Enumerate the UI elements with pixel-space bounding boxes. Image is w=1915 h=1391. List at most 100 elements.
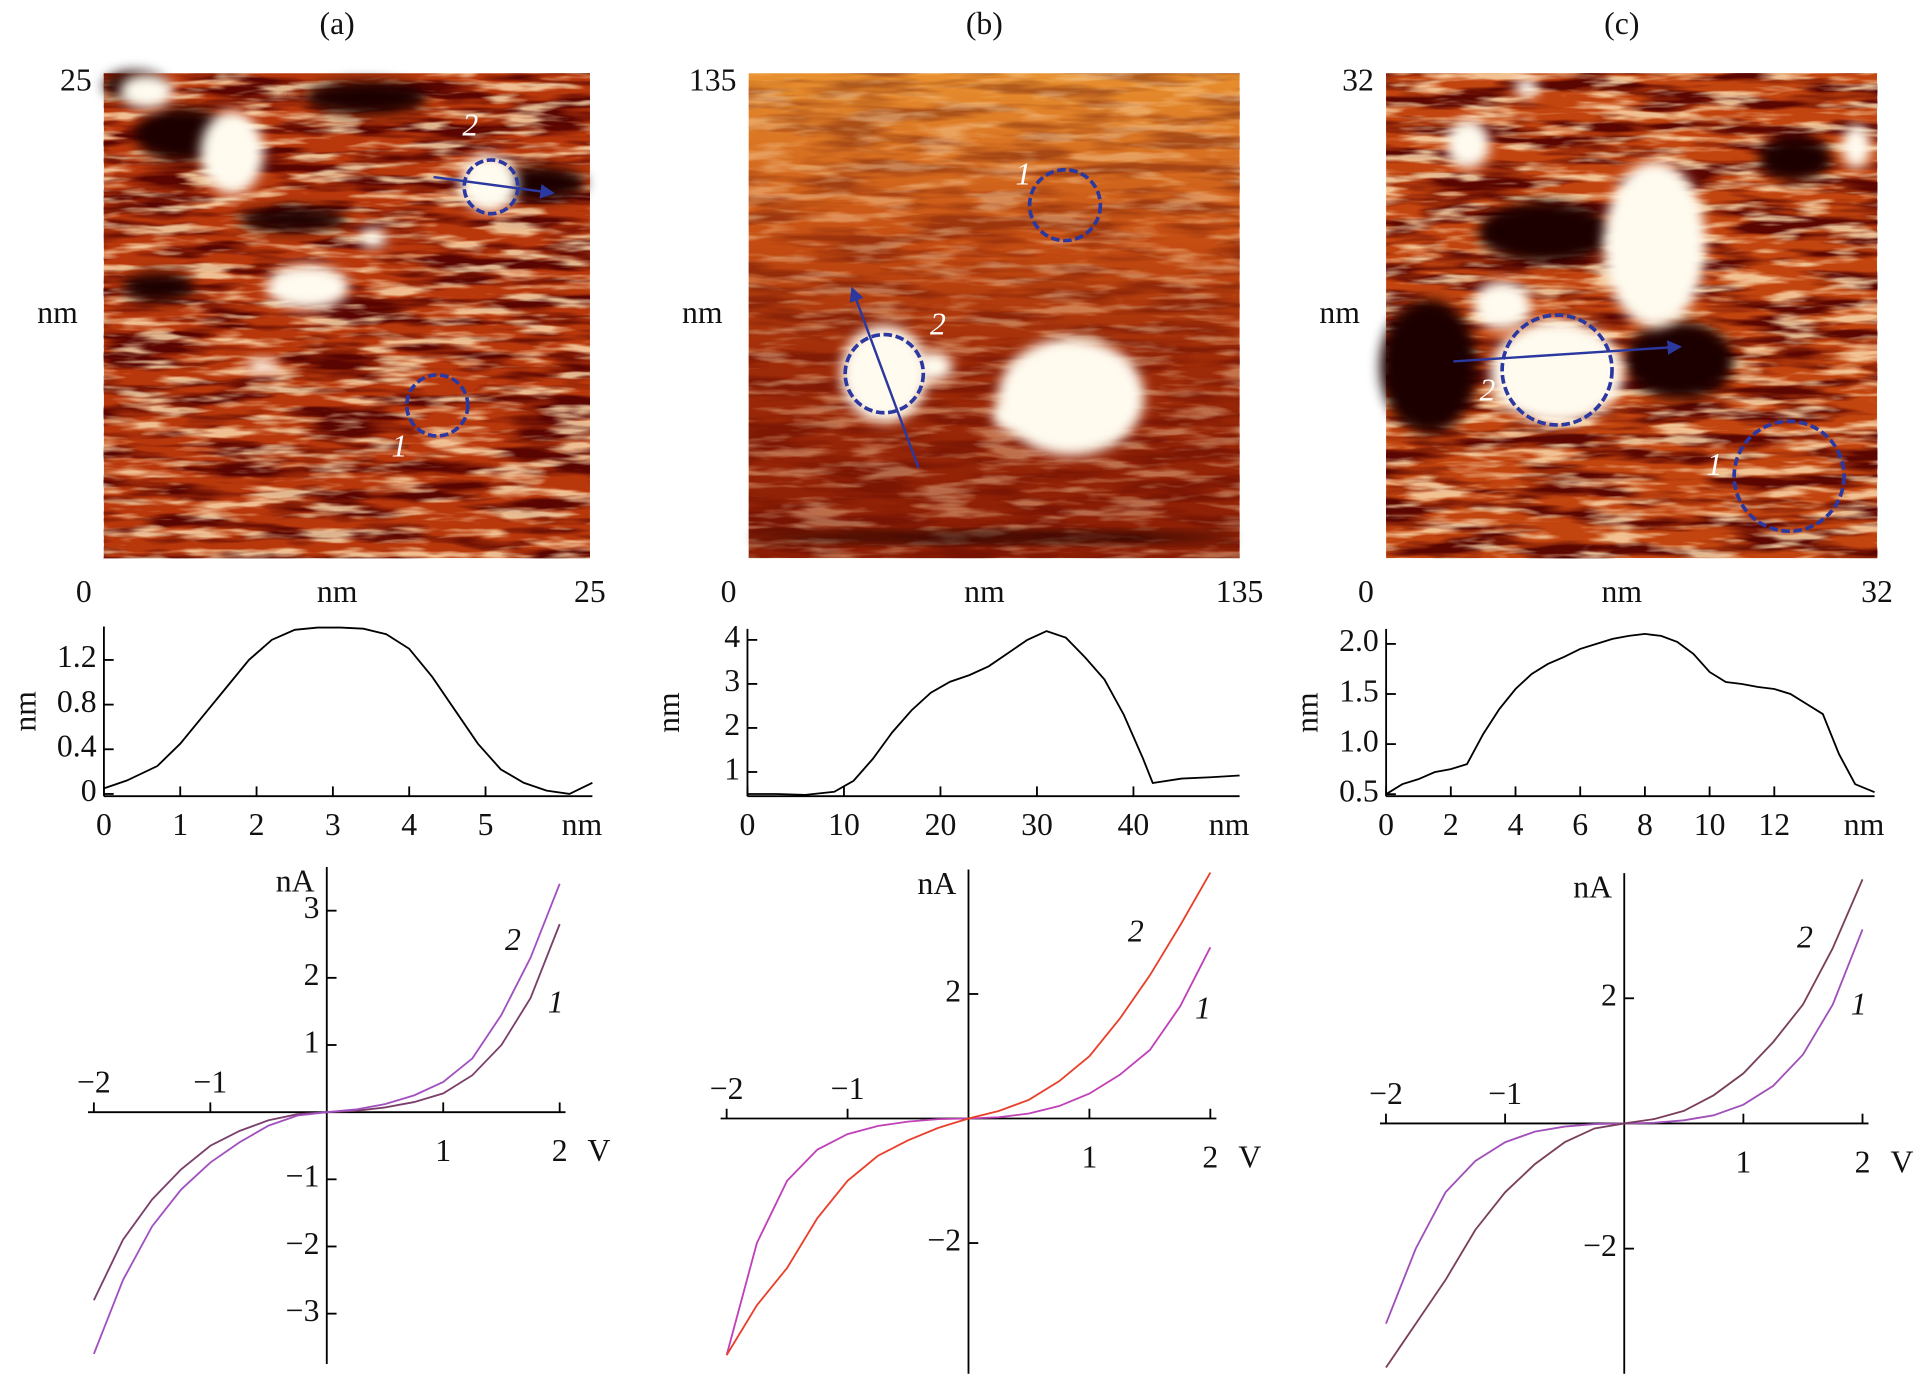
y-tick-label: 32 <box>1342 62 1374 97</box>
x-tick-label: 0 <box>76 574 92 609</box>
profile-arrow <box>1453 340 1683 363</box>
measure-circle <box>1027 167 1103 243</box>
x-tick-label: 4 <box>401 807 417 842</box>
texture <box>748 73 1240 559</box>
particle <box>1445 119 1490 169</box>
measure-circle <box>462 158 520 216</box>
curve-label: 1 <box>1851 987 1867 1022</box>
x-axis-label: nm <box>317 574 358 609</box>
profile-line <box>103 626 593 795</box>
curve-label: 2 <box>1128 913 1144 948</box>
panel: −2 −1 1 2 2 −2 VnA 1 2 <box>1369 869 1913 1374</box>
x-tick-label: 10 <box>1694 807 1726 842</box>
x-tick-label: 5 <box>478 807 494 842</box>
particle <box>119 74 174 109</box>
y-tick-label: 0.5 <box>1339 773 1379 808</box>
y-tick-label: 1.0 <box>1339 723 1379 758</box>
y-tick-label: 25 <box>60 62 92 97</box>
panel: 1 2 (b) nm nm 0 135 135 <box>682 6 1263 609</box>
particle <box>1841 124 1871 169</box>
y-tick-label: 2 <box>1601 978 1617 1013</box>
x-axis-label: V <box>1890 1144 1913 1179</box>
panel: 2 1 (a) nm nm 0 25 25 <box>37 6 606 609</box>
x-axis-label: V <box>1238 1139 1261 1174</box>
y-tick-label: 1 <box>724 751 740 786</box>
x-tick-label: 10 <box>828 807 860 842</box>
x-tick-label: 0 <box>740 807 756 842</box>
profile-arrow <box>433 175 555 199</box>
particle <box>997 338 1145 456</box>
iv-curve <box>1385 879 1864 1369</box>
y-tick-label: 3 <box>304 890 320 925</box>
y-tick-label: 0.4 <box>57 729 97 764</box>
profile-arrow <box>849 286 920 469</box>
panel: 0 2 4 6 8 10 12 0.5 1.0 1.5 2.0 nm nm <box>1290 623 1885 842</box>
x-tick-label: 1 <box>1735 1144 1751 1179</box>
panel-title: (c) <box>1604 6 1639 41</box>
iv-curve <box>725 872 1212 1356</box>
annotation: 2 <box>462 108 478 143</box>
panel: 0 10 20 30 40 1 2 3 4 nm nm <box>651 619 1250 842</box>
x-axis-label: nm <box>1209 807 1250 842</box>
y-axis-label: nm <box>1319 295 1360 330</box>
annotation: 1 <box>1707 447 1723 482</box>
dark-region <box>748 532 1238 543</box>
dark-region <box>1477 201 1613 263</box>
x-tick-label: −2 <box>710 1071 744 1106</box>
y-tick-label: −1 <box>286 1159 320 1194</box>
x-tick-label: 4 <box>1508 807 1524 842</box>
iv-curve <box>93 883 561 1355</box>
x-tick-label: −1 <box>831 1071 865 1106</box>
x-tick-label: 25 <box>574 574 606 609</box>
y-tick-label: 1.5 <box>1339 673 1379 708</box>
y-axis-label: nm <box>1290 692 1325 733</box>
curve-label: 1 <box>1195 990 1211 1025</box>
y-tick-label: 2 <box>724 707 740 742</box>
x-tick-label: 0 <box>721 574 737 609</box>
x-axis-label: nm <box>1602 574 1643 609</box>
y-axis-label: nm <box>37 295 78 330</box>
y-tick-label: 1.2 <box>57 639 97 674</box>
y-tick-label: −2 <box>927 1222 961 1257</box>
profile-line <box>747 630 1240 796</box>
panel-title: (a) <box>320 6 355 41</box>
x-axis-label: nm <box>1844 807 1885 842</box>
curve-label: 2 <box>1797 920 1813 955</box>
dark-region <box>1380 299 1478 434</box>
panel: −2 −1 1 2 2 −2 VnA 1 2 <box>710 866 1261 1374</box>
x-tick-label: −1 <box>1488 1076 1522 1111</box>
particle <box>357 228 388 248</box>
y-axis-label: nA <box>1573 869 1612 904</box>
measure-circle <box>843 332 926 415</box>
particle <box>1603 161 1707 328</box>
panel: 0 1 2 3 4 5 0 0.4 0.8 1.2 nm nm <box>7 626 602 842</box>
y-tick-label: 2.0 <box>1339 623 1379 658</box>
dark-region <box>238 207 349 233</box>
particle <box>991 400 1036 430</box>
x-tick-label: 20 <box>925 807 957 842</box>
measure-circle <box>404 373 470 438</box>
panel-title: (b) <box>966 6 1003 41</box>
annotation: 1 <box>391 429 407 464</box>
x-tick-label: 12 <box>1758 807 1790 842</box>
panel: 2 1 (c) nm nm 0 32 32 <box>1319 6 1892 609</box>
x-tick-label: 2 <box>249 807 265 842</box>
y-axis-label: nm <box>682 295 723 330</box>
y-tick-label: −2 <box>286 1226 320 1261</box>
particle <box>1472 280 1532 330</box>
x-tick-label: 40 <box>1118 807 1150 842</box>
y-axis-label: nm <box>7 691 42 732</box>
y-tick-label: 0 <box>81 773 97 808</box>
annotation: 2 <box>930 307 946 342</box>
y-tick-label: 3 <box>724 663 740 698</box>
x-axis-label: nm <box>964 574 1005 609</box>
particle <box>245 359 280 374</box>
particle <box>1514 78 1539 98</box>
particle <box>266 264 350 309</box>
y-tick-label: −2 <box>1583 1228 1617 1263</box>
x-tick-label: 30 <box>1021 807 1053 842</box>
dark-region <box>1758 136 1832 181</box>
